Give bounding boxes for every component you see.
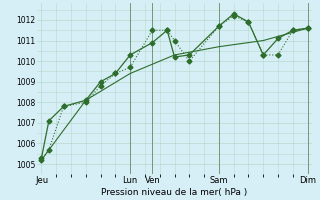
X-axis label: Pression niveau de la mer( hPa ): Pression niveau de la mer( hPa ) xyxy=(101,188,248,197)
